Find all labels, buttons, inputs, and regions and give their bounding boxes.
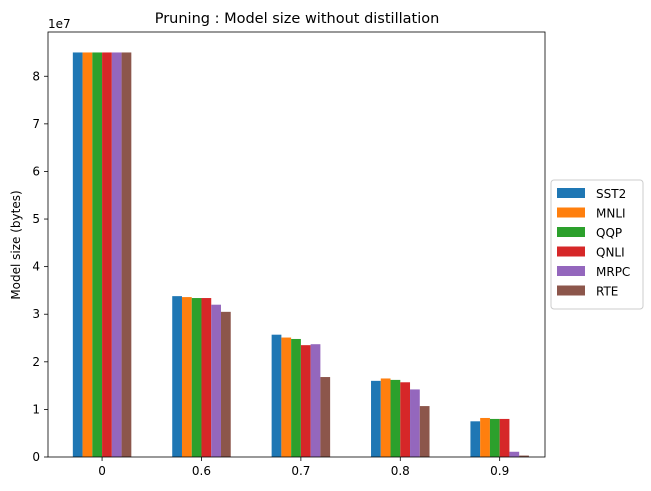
y-tick-label: 5 xyxy=(32,212,40,226)
legend-swatch-mrpc xyxy=(557,266,585,276)
y-tick-label: 6 xyxy=(32,164,40,178)
bar-qqp-0.9 xyxy=(489,418,500,457)
bar-sst2-0.8 xyxy=(371,380,381,457)
x-tick-label: 0.9 xyxy=(490,464,509,478)
y-axis-offset-text: 1e7 xyxy=(48,17,71,31)
legend-label-qqp: QQP xyxy=(596,226,622,240)
bar-mnli-0.6 xyxy=(181,297,192,457)
y-tick-label: 1 xyxy=(32,402,40,416)
bar-rte-0.7 xyxy=(320,377,331,457)
bar-mrpc-0 xyxy=(111,52,122,458)
bar-rte-0.9 xyxy=(519,455,529,457)
bar-mrpc-0.7 xyxy=(310,344,321,457)
bars-group xyxy=(72,52,529,458)
bar-mnli-0.7 xyxy=(281,337,292,457)
bar-rte-0.6 xyxy=(220,311,231,457)
y-tick-label: 8 xyxy=(32,69,40,83)
bar-qnli-0 xyxy=(102,52,112,458)
bar-qqp-0.6 xyxy=(191,298,202,457)
bar-mrpc-0.9 xyxy=(509,451,520,457)
y-tick-label: 3 xyxy=(32,307,40,321)
chart-title: Pruning : Model size without distillatio… xyxy=(155,11,440,27)
bar-mrpc-0.8 xyxy=(410,389,420,457)
bar-sst2-0.6 xyxy=(172,296,182,457)
x-tick-label: 0.7 xyxy=(291,464,310,478)
plot-area-frame xyxy=(47,31,546,458)
x-axis: 0 0.6 0.7 0.8 0.9 xyxy=(98,457,509,478)
bar-sst2-0.7 xyxy=(271,334,282,457)
legend-swatch-sst2 xyxy=(557,188,585,198)
bar-qnli-0.8 xyxy=(400,382,411,457)
bar-mrpc-0.6 xyxy=(211,304,221,457)
y-tick-label: 4 xyxy=(32,260,40,274)
bar-rte-0 xyxy=(121,52,132,458)
bar-mnli-0.9 xyxy=(480,417,490,457)
bar-rte-0.8 xyxy=(419,406,430,457)
legend-label-rte: RTE xyxy=(596,285,618,299)
bar-qqp-0.8 xyxy=(390,379,401,457)
bar-sst2-0 xyxy=(72,52,83,458)
bar-sst2-0.9 xyxy=(470,421,481,457)
bar-qnli-0.7 xyxy=(300,345,311,457)
legend-label-sst2: SST2 xyxy=(596,187,626,201)
legend-label-mrpc: MRPC xyxy=(596,265,630,279)
y-tick-label: 7 xyxy=(32,117,40,131)
legend-swatch-qnli xyxy=(557,246,585,257)
bar-qqp-0.7 xyxy=(291,338,301,457)
bar-mnli-0 xyxy=(82,52,93,458)
legend-swatch-rte xyxy=(557,285,585,296)
legend: SST2 MNLI QQP QNLI MRPC RTE xyxy=(550,179,644,310)
bar-mnli-0.8 xyxy=(380,378,391,457)
y-axis: 0 1 2 3 4 5 6 7 8 xyxy=(32,69,48,464)
x-tick-label: 0.6 xyxy=(192,464,211,478)
bar-qqp-0 xyxy=(92,52,103,458)
legend-swatch-mnli xyxy=(557,207,585,218)
legend-label-mnli: MNLI xyxy=(596,207,626,221)
y-tick-label: 2 xyxy=(32,355,40,369)
bar-qnli-0.9 xyxy=(499,418,510,457)
x-tick-label: 0.8 xyxy=(391,464,410,478)
legend-swatch-qqp xyxy=(557,227,585,237)
y-axis-label: Model size (bytes) xyxy=(9,190,23,299)
x-tick-label: 0 xyxy=(98,464,106,478)
y-tick-label: 0 xyxy=(32,450,40,464)
bar-qnli-0.6 xyxy=(201,298,212,457)
legend-label-qnli: QNLI xyxy=(596,246,625,260)
